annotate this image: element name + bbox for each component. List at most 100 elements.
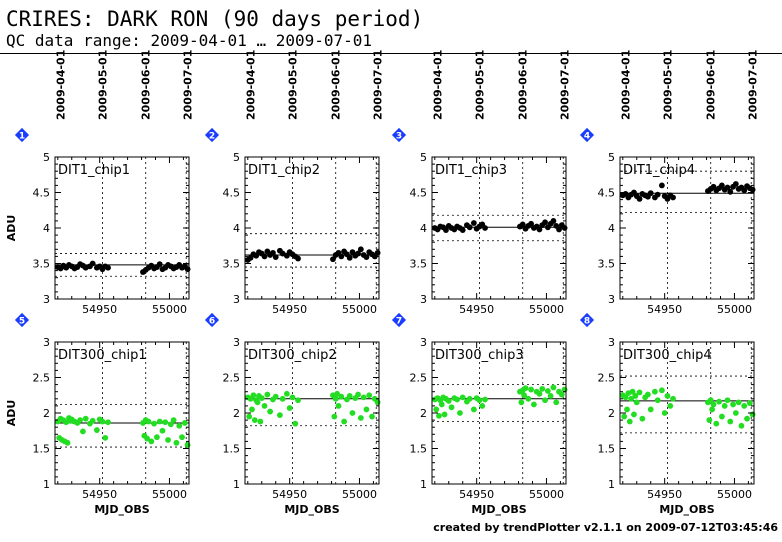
y-tick-label: 2.5 bbox=[223, 372, 241, 385]
footer-credit: created by trendPlotter v2.1.1 on 2009-0… bbox=[433, 521, 778, 534]
y-tick-label: 1 bbox=[43, 478, 50, 491]
panel-label: DIT300_chip4 bbox=[623, 348, 712, 363]
data-point bbox=[459, 227, 466, 234]
data-point bbox=[438, 401, 445, 408]
data-point bbox=[667, 403, 674, 409]
data-point bbox=[360, 394, 367, 401]
data-point bbox=[749, 411, 756, 418]
y-axis-label: ADU bbox=[5, 215, 18, 242]
x-tick-label: 54950 bbox=[647, 303, 682, 316]
y-tick-label: 2.5 bbox=[410, 372, 428, 385]
x-tick-label: 55000 bbox=[342, 303, 377, 316]
data-point bbox=[105, 419, 111, 426]
data-point bbox=[341, 418, 348, 425]
data-point bbox=[448, 404, 455, 411]
y-tick-label: 5 bbox=[608, 151, 615, 164]
data-point bbox=[706, 417, 713, 423]
y-tick-label: 2 bbox=[420, 407, 427, 420]
data-point bbox=[466, 224, 473, 231]
data-point bbox=[522, 385, 529, 392]
data-point bbox=[553, 399, 560, 406]
data-point bbox=[441, 411, 448, 418]
data-point bbox=[156, 261, 163, 268]
data-point bbox=[741, 403, 748, 409]
data-point bbox=[746, 400, 753, 406]
data-point bbox=[355, 391, 361, 398]
data-point bbox=[727, 418, 734, 425]
y-tick-label: 1.5 bbox=[598, 443, 616, 456]
data-point bbox=[547, 393, 554, 399]
data-point bbox=[167, 421, 174, 428]
panel-number-badge bbox=[204, 127, 220, 143]
panel-4: 3 3.5 4 4.5 5 54950 55000 DIT1_chip4 4 2009-04-01… bbox=[579, 50, 760, 316]
data-point bbox=[257, 418, 264, 425]
data-point bbox=[454, 396, 461, 403]
x-tick-label: 54950 bbox=[272, 488, 307, 501]
data-point bbox=[536, 226, 543, 233]
data-point bbox=[629, 388, 636, 395]
data-point bbox=[261, 253, 268, 260]
data-point bbox=[80, 428, 86, 435]
data-point bbox=[622, 394, 629, 401]
panel-number-badge bbox=[579, 312, 595, 328]
data-point bbox=[521, 392, 528, 399]
data-point bbox=[735, 399, 742, 406]
data-point bbox=[525, 395, 532, 402]
data-point bbox=[718, 182, 725, 189]
data-point bbox=[250, 392, 257, 399]
data-point bbox=[716, 398, 723, 405]
data-point bbox=[482, 225, 488, 231]
y-tick-label: 2.5 bbox=[598, 372, 616, 385]
data-point bbox=[153, 434, 160, 441]
data-point bbox=[550, 218, 557, 224]
panel-number: 8 bbox=[584, 317, 590, 327]
data-point bbox=[332, 395, 339, 402]
date-tick-label: 2009-05-01 bbox=[286, 50, 299, 120]
data-point bbox=[530, 401, 537, 408]
y-tick-label: 2 bbox=[608, 407, 615, 420]
data-point bbox=[295, 255, 301, 262]
x-tick-label: 55000 bbox=[152, 303, 187, 316]
data-point bbox=[357, 246, 364, 253]
data-point bbox=[639, 415, 646, 422]
y-tick-label: 3 bbox=[43, 293, 50, 306]
data-point bbox=[363, 406, 370, 413]
date-tick-label: 2009-04-01 bbox=[620, 50, 633, 120]
data-point bbox=[459, 394, 466, 401]
date-tick-label: 2009-07-01 bbox=[372, 50, 385, 120]
x-axis-label: MJD_OBS bbox=[94, 503, 149, 516]
plot-frame bbox=[619, 156, 755, 300]
data-point bbox=[289, 394, 296, 401]
data-point bbox=[479, 403, 486, 409]
data-point bbox=[433, 406, 440, 413]
data-point bbox=[162, 419, 169, 426]
data-point bbox=[738, 422, 745, 429]
y-tick-label: 3 bbox=[43, 336, 50, 349]
data-point bbox=[374, 249, 381, 256]
data-point bbox=[334, 390, 341, 397]
data-point bbox=[645, 391, 651, 398]
panel-number: 6 bbox=[209, 317, 215, 327]
data-point bbox=[542, 219, 548, 226]
data-point bbox=[730, 401, 736, 408]
data-point bbox=[718, 413, 725, 420]
data-point bbox=[536, 390, 543, 397]
data-point bbox=[661, 410, 668, 416]
x-tick-label: 54950 bbox=[647, 488, 682, 501]
date-tick-label: 2009-06-01 bbox=[330, 50, 343, 120]
y-tick-label: 4.5 bbox=[410, 187, 428, 200]
data-point bbox=[355, 250, 361, 257]
data-point bbox=[184, 442, 191, 448]
y-tick-label: 3.5 bbox=[223, 258, 241, 271]
y-tick-label: 3 bbox=[420, 293, 427, 306]
panel-number-badge bbox=[204, 312, 220, 328]
data-point bbox=[151, 420, 158, 427]
data-point bbox=[338, 253, 345, 260]
y-tick-label: 5 bbox=[43, 151, 50, 164]
data-point bbox=[470, 406, 477, 413]
y-tick-label: 1.5 bbox=[33, 443, 51, 456]
date-tick-label: 2009-07-01 bbox=[747, 50, 760, 120]
panel-number: 5 bbox=[19, 317, 25, 327]
y-tick-label: 4 bbox=[420, 222, 427, 235]
y-tick-label: 2 bbox=[233, 407, 240, 420]
